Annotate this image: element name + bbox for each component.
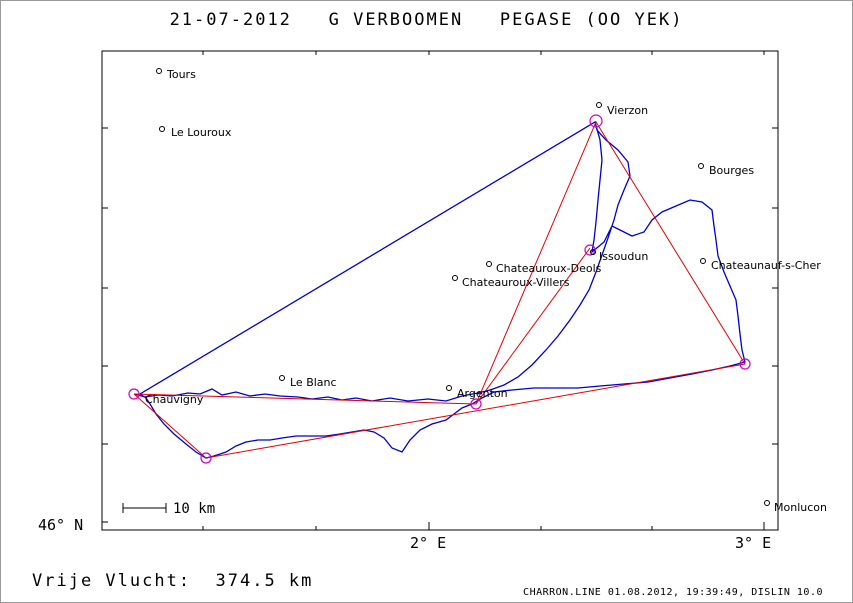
city-marker bbox=[764, 500, 770, 506]
city-label: Chateauroux-Villers bbox=[462, 276, 570, 289]
city-marker bbox=[159, 126, 165, 132]
city-label: Monlucon bbox=[774, 501, 827, 514]
turnpoint-marker bbox=[739, 358, 751, 370]
task-lines bbox=[133, 120, 746, 459]
turnpoint-marker bbox=[200, 452, 212, 464]
y-axis-label: 46° N bbox=[38, 516, 83, 534]
city-marker bbox=[596, 102, 602, 108]
city-label: Vierzon bbox=[607, 104, 648, 117]
plot-border bbox=[101, 50, 779, 531]
turnpoint-marker bbox=[589, 114, 603, 128]
free-flight-distance: Vrije Vlucht: 374.5 km bbox=[32, 571, 314, 591]
flight-track bbox=[133, 121, 746, 459]
render-credit: CHARRON.LINE 01.08.2012, 19:39:49, DISLI… bbox=[523, 587, 823, 598]
city-label: Tours bbox=[166, 68, 196, 81]
city-label: Le Louroux bbox=[171, 126, 232, 139]
city-marker bbox=[486, 261, 492, 267]
scale-bar bbox=[122, 503, 167, 513]
city-marker bbox=[698, 163, 704, 169]
city-marker bbox=[590, 249, 596, 255]
city-label: Chateaunauf-s-Cher bbox=[711, 259, 821, 272]
city-markers: Tours Le Louroux Vierzon Bourges Chateau… bbox=[145, 68, 827, 514]
map-title: 21-07-2012 G VERBOOMEN PEGASE (OO YEK) bbox=[169, 10, 684, 30]
turnpoint-marker bbox=[470, 398, 482, 410]
city-marker bbox=[156, 68, 162, 74]
city-marker bbox=[700, 258, 706, 264]
turnpoint-marker bbox=[128, 388, 140, 400]
turnpoints bbox=[128, 114, 751, 464]
x-axis-label-3e: 3° E bbox=[735, 534, 771, 552]
city-label: Chateauroux-Deols bbox=[496, 262, 602, 275]
city-label: Le Blanc bbox=[290, 376, 337, 389]
city-label: Issoudun bbox=[599, 250, 648, 263]
city-marker bbox=[452, 275, 458, 281]
city-marker bbox=[446, 385, 452, 391]
scale-bar-label: 10 km bbox=[173, 501, 215, 517]
city-label: Argenton bbox=[457, 387, 508, 400]
city-label: Chauvigny bbox=[145, 393, 204, 406]
axis-ticks bbox=[102, 51, 778, 530]
city-marker bbox=[279, 375, 285, 381]
x-axis-label-2e: 2° E bbox=[410, 534, 446, 552]
city-label: Bourges bbox=[709, 164, 754, 177]
